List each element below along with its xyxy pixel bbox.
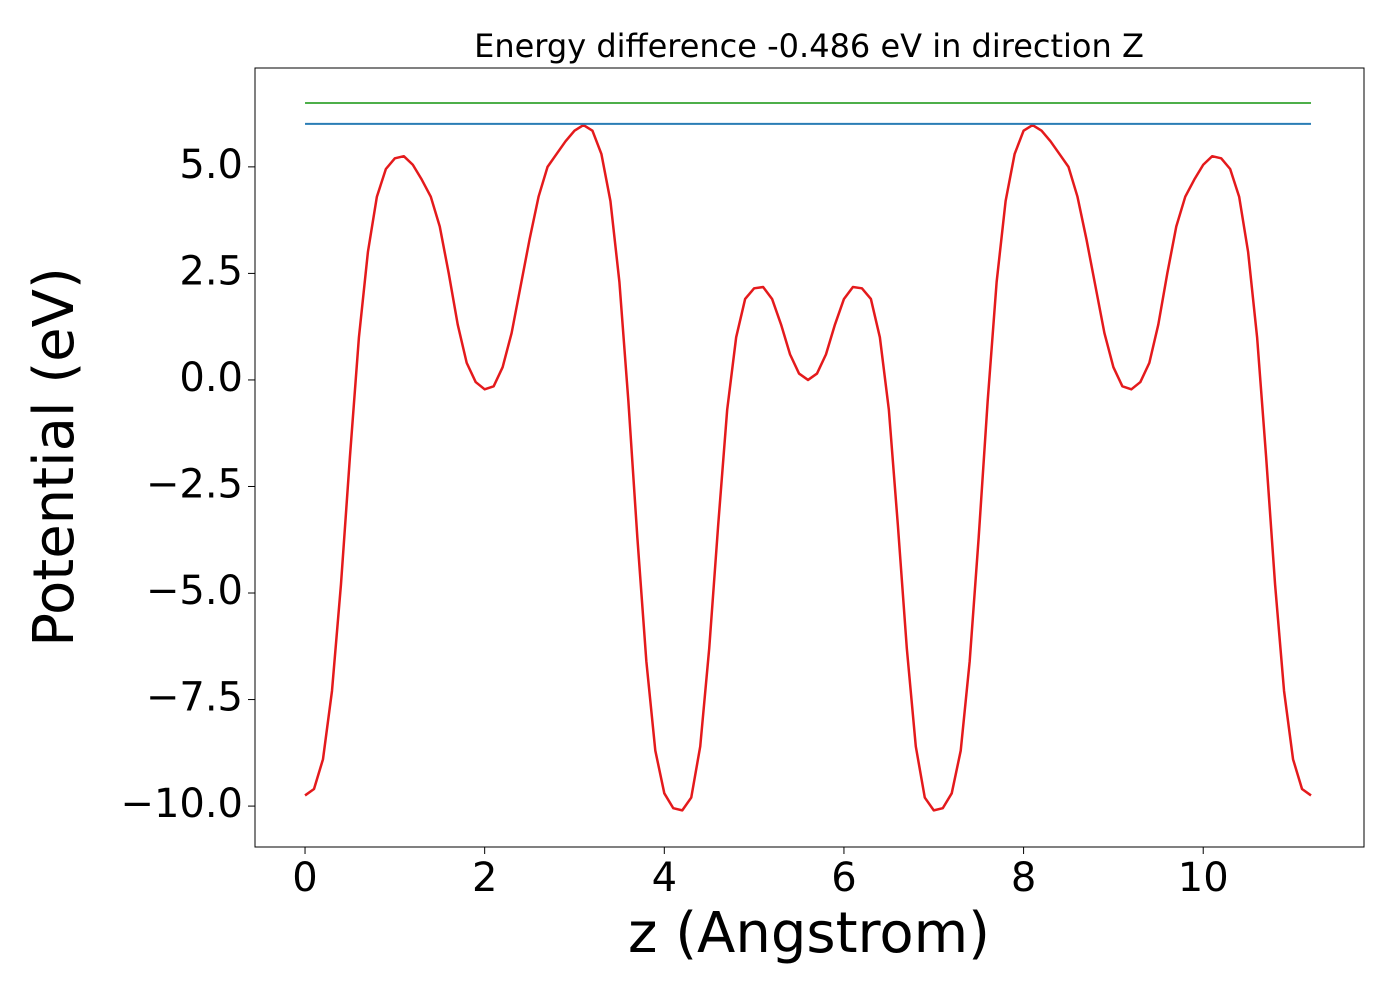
y-tick-label: −10.0 [120,781,243,827]
x-tick-label: 2 [472,855,497,901]
x-tick-label: 10 [1178,855,1229,901]
y-tick-label: 0.0 [179,355,243,401]
y-tick-label: 5.0 [179,142,243,188]
series-line [304,123,1312,812]
chart-title: Energy difference -0.486 eV in direction… [474,27,1144,65]
y-tick-label: −2.5 [146,461,243,507]
x-tick-label: 8 [1011,855,1036,901]
x-tick-label: 4 [652,855,677,901]
x-tick-label: 0 [292,855,317,901]
plot-frame [254,67,1365,848]
x-axis-label: z (Angstrom) [628,901,990,966]
y-tick-label: 2.5 [179,248,243,294]
y-tick-label: −7.5 [146,675,243,721]
y-axis-label: Potential (eV) [22,267,87,647]
x-tick-label: 6 [831,855,856,901]
y-tick-label: −5.0 [146,568,243,614]
